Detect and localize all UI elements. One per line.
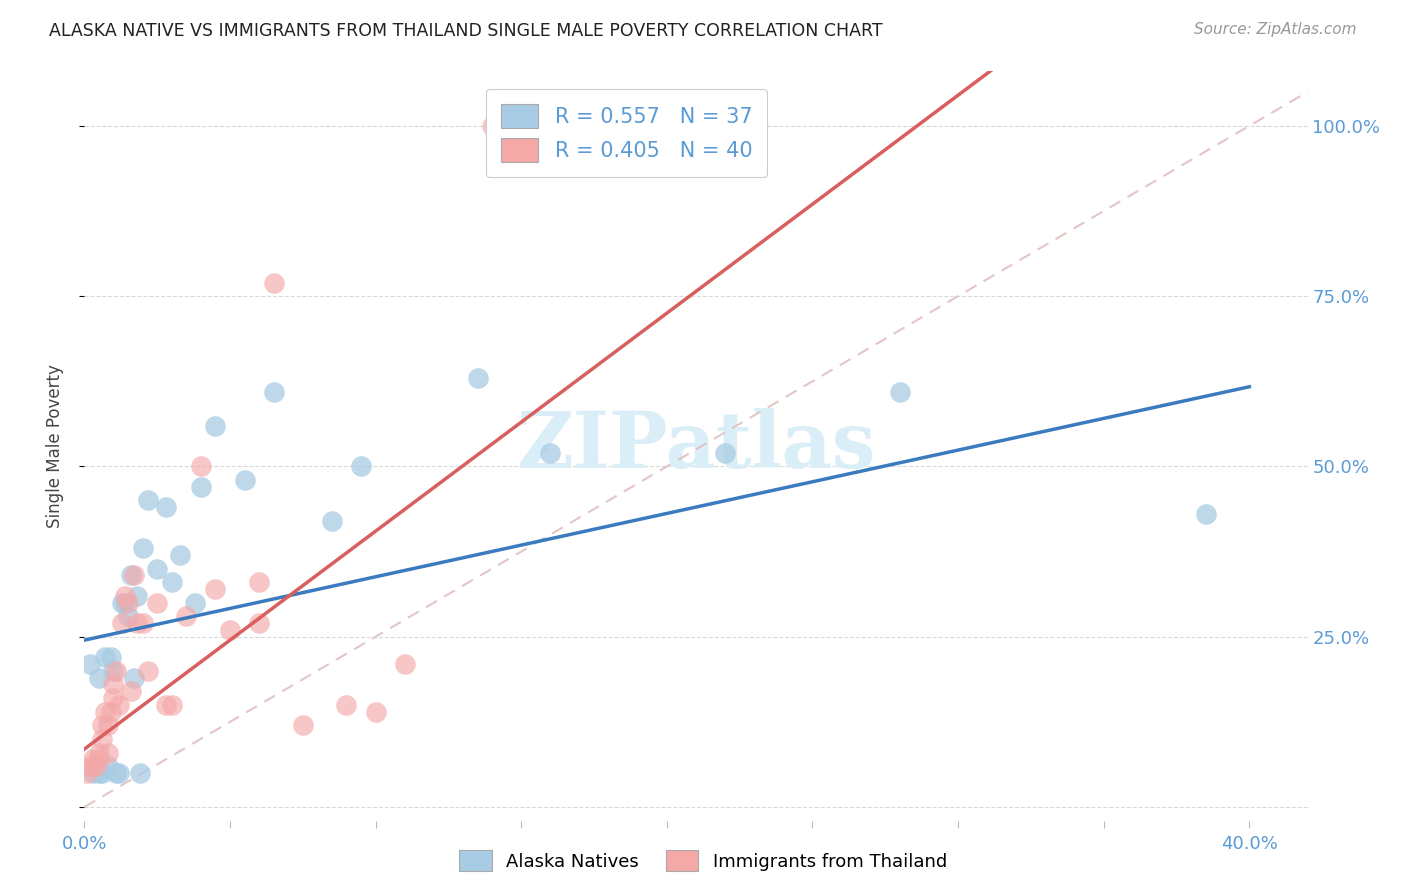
Point bbox=[131, 541, 153, 556]
Point bbox=[82, 752, 104, 766]
Point bbox=[714, 446, 737, 460]
Point bbox=[155, 500, 177, 515]
Point bbox=[291, 718, 314, 732]
Point bbox=[128, 766, 150, 780]
Point bbox=[184, 596, 207, 610]
Point bbox=[97, 759, 120, 773]
Point bbox=[120, 568, 142, 582]
Point bbox=[138, 664, 160, 678]
Point bbox=[117, 596, 139, 610]
Point bbox=[93, 705, 115, 719]
Legend: Alaska Natives, Immigrants from Thailand: Alaska Natives, Immigrants from Thailand bbox=[451, 843, 955, 879]
Point bbox=[190, 480, 212, 494]
Point bbox=[90, 718, 112, 732]
Y-axis label: Single Male Poverty: Single Male Poverty bbox=[45, 364, 63, 528]
Point bbox=[247, 616, 270, 631]
Point bbox=[79, 657, 101, 671]
Point bbox=[87, 752, 110, 766]
Point bbox=[481, 119, 503, 133]
Point bbox=[87, 746, 110, 760]
Point bbox=[87, 671, 110, 685]
Point bbox=[233, 473, 256, 487]
Point bbox=[889, 384, 911, 399]
Point bbox=[321, 514, 343, 528]
Point bbox=[169, 548, 191, 562]
Point bbox=[114, 596, 136, 610]
Point bbox=[174, 609, 197, 624]
Point bbox=[1195, 507, 1218, 521]
Point bbox=[263, 276, 285, 290]
Point bbox=[364, 705, 387, 719]
Point bbox=[125, 616, 148, 631]
Point bbox=[120, 684, 142, 698]
Text: ALASKA NATIVE VS IMMIGRANTS FROM THAILAND SINGLE MALE POVERTY CORRELATION CHART: ALASKA NATIVE VS IMMIGRANTS FROM THAILAN… bbox=[49, 22, 883, 40]
Point bbox=[125, 589, 148, 603]
Point bbox=[146, 561, 169, 575]
Point bbox=[103, 691, 125, 706]
Point bbox=[335, 698, 357, 712]
Point bbox=[103, 677, 125, 691]
Point bbox=[105, 766, 128, 780]
Point bbox=[100, 705, 122, 719]
Legend: R = 0.557   N = 37, R = 0.405   N = 40: R = 0.557 N = 37, R = 0.405 N = 40 bbox=[486, 89, 768, 177]
Point bbox=[350, 459, 373, 474]
Point bbox=[190, 459, 212, 474]
Point bbox=[108, 766, 131, 780]
Point bbox=[160, 698, 183, 712]
Point bbox=[160, 575, 183, 590]
Point bbox=[87, 766, 110, 780]
Point bbox=[394, 657, 416, 671]
Point bbox=[108, 698, 131, 712]
Point bbox=[131, 616, 153, 631]
Point bbox=[467, 371, 489, 385]
Point bbox=[138, 493, 160, 508]
Text: ZIPatlas: ZIPatlas bbox=[516, 408, 876, 484]
Point bbox=[111, 616, 134, 631]
Point bbox=[93, 650, 115, 665]
Point bbox=[82, 759, 104, 773]
Point bbox=[100, 650, 122, 665]
Point bbox=[103, 664, 125, 678]
Text: Source: ZipAtlas.com: Source: ZipAtlas.com bbox=[1194, 22, 1357, 37]
Point bbox=[82, 766, 104, 780]
Point bbox=[146, 596, 169, 610]
Point bbox=[122, 568, 145, 582]
Point bbox=[105, 664, 128, 678]
Point bbox=[204, 418, 226, 433]
Point bbox=[219, 623, 242, 637]
Point bbox=[97, 718, 120, 732]
Point bbox=[114, 589, 136, 603]
Point bbox=[79, 759, 101, 773]
Point bbox=[155, 698, 177, 712]
Point bbox=[90, 766, 112, 780]
Point bbox=[247, 575, 270, 590]
Point bbox=[204, 582, 226, 596]
Point bbox=[97, 746, 120, 760]
Point bbox=[122, 671, 145, 685]
Point bbox=[111, 596, 134, 610]
Point bbox=[538, 446, 561, 460]
Point bbox=[263, 384, 285, 399]
Point bbox=[76, 766, 98, 780]
Point bbox=[117, 609, 139, 624]
Point bbox=[84, 759, 107, 773]
Point bbox=[90, 731, 112, 746]
Point bbox=[84, 759, 107, 773]
